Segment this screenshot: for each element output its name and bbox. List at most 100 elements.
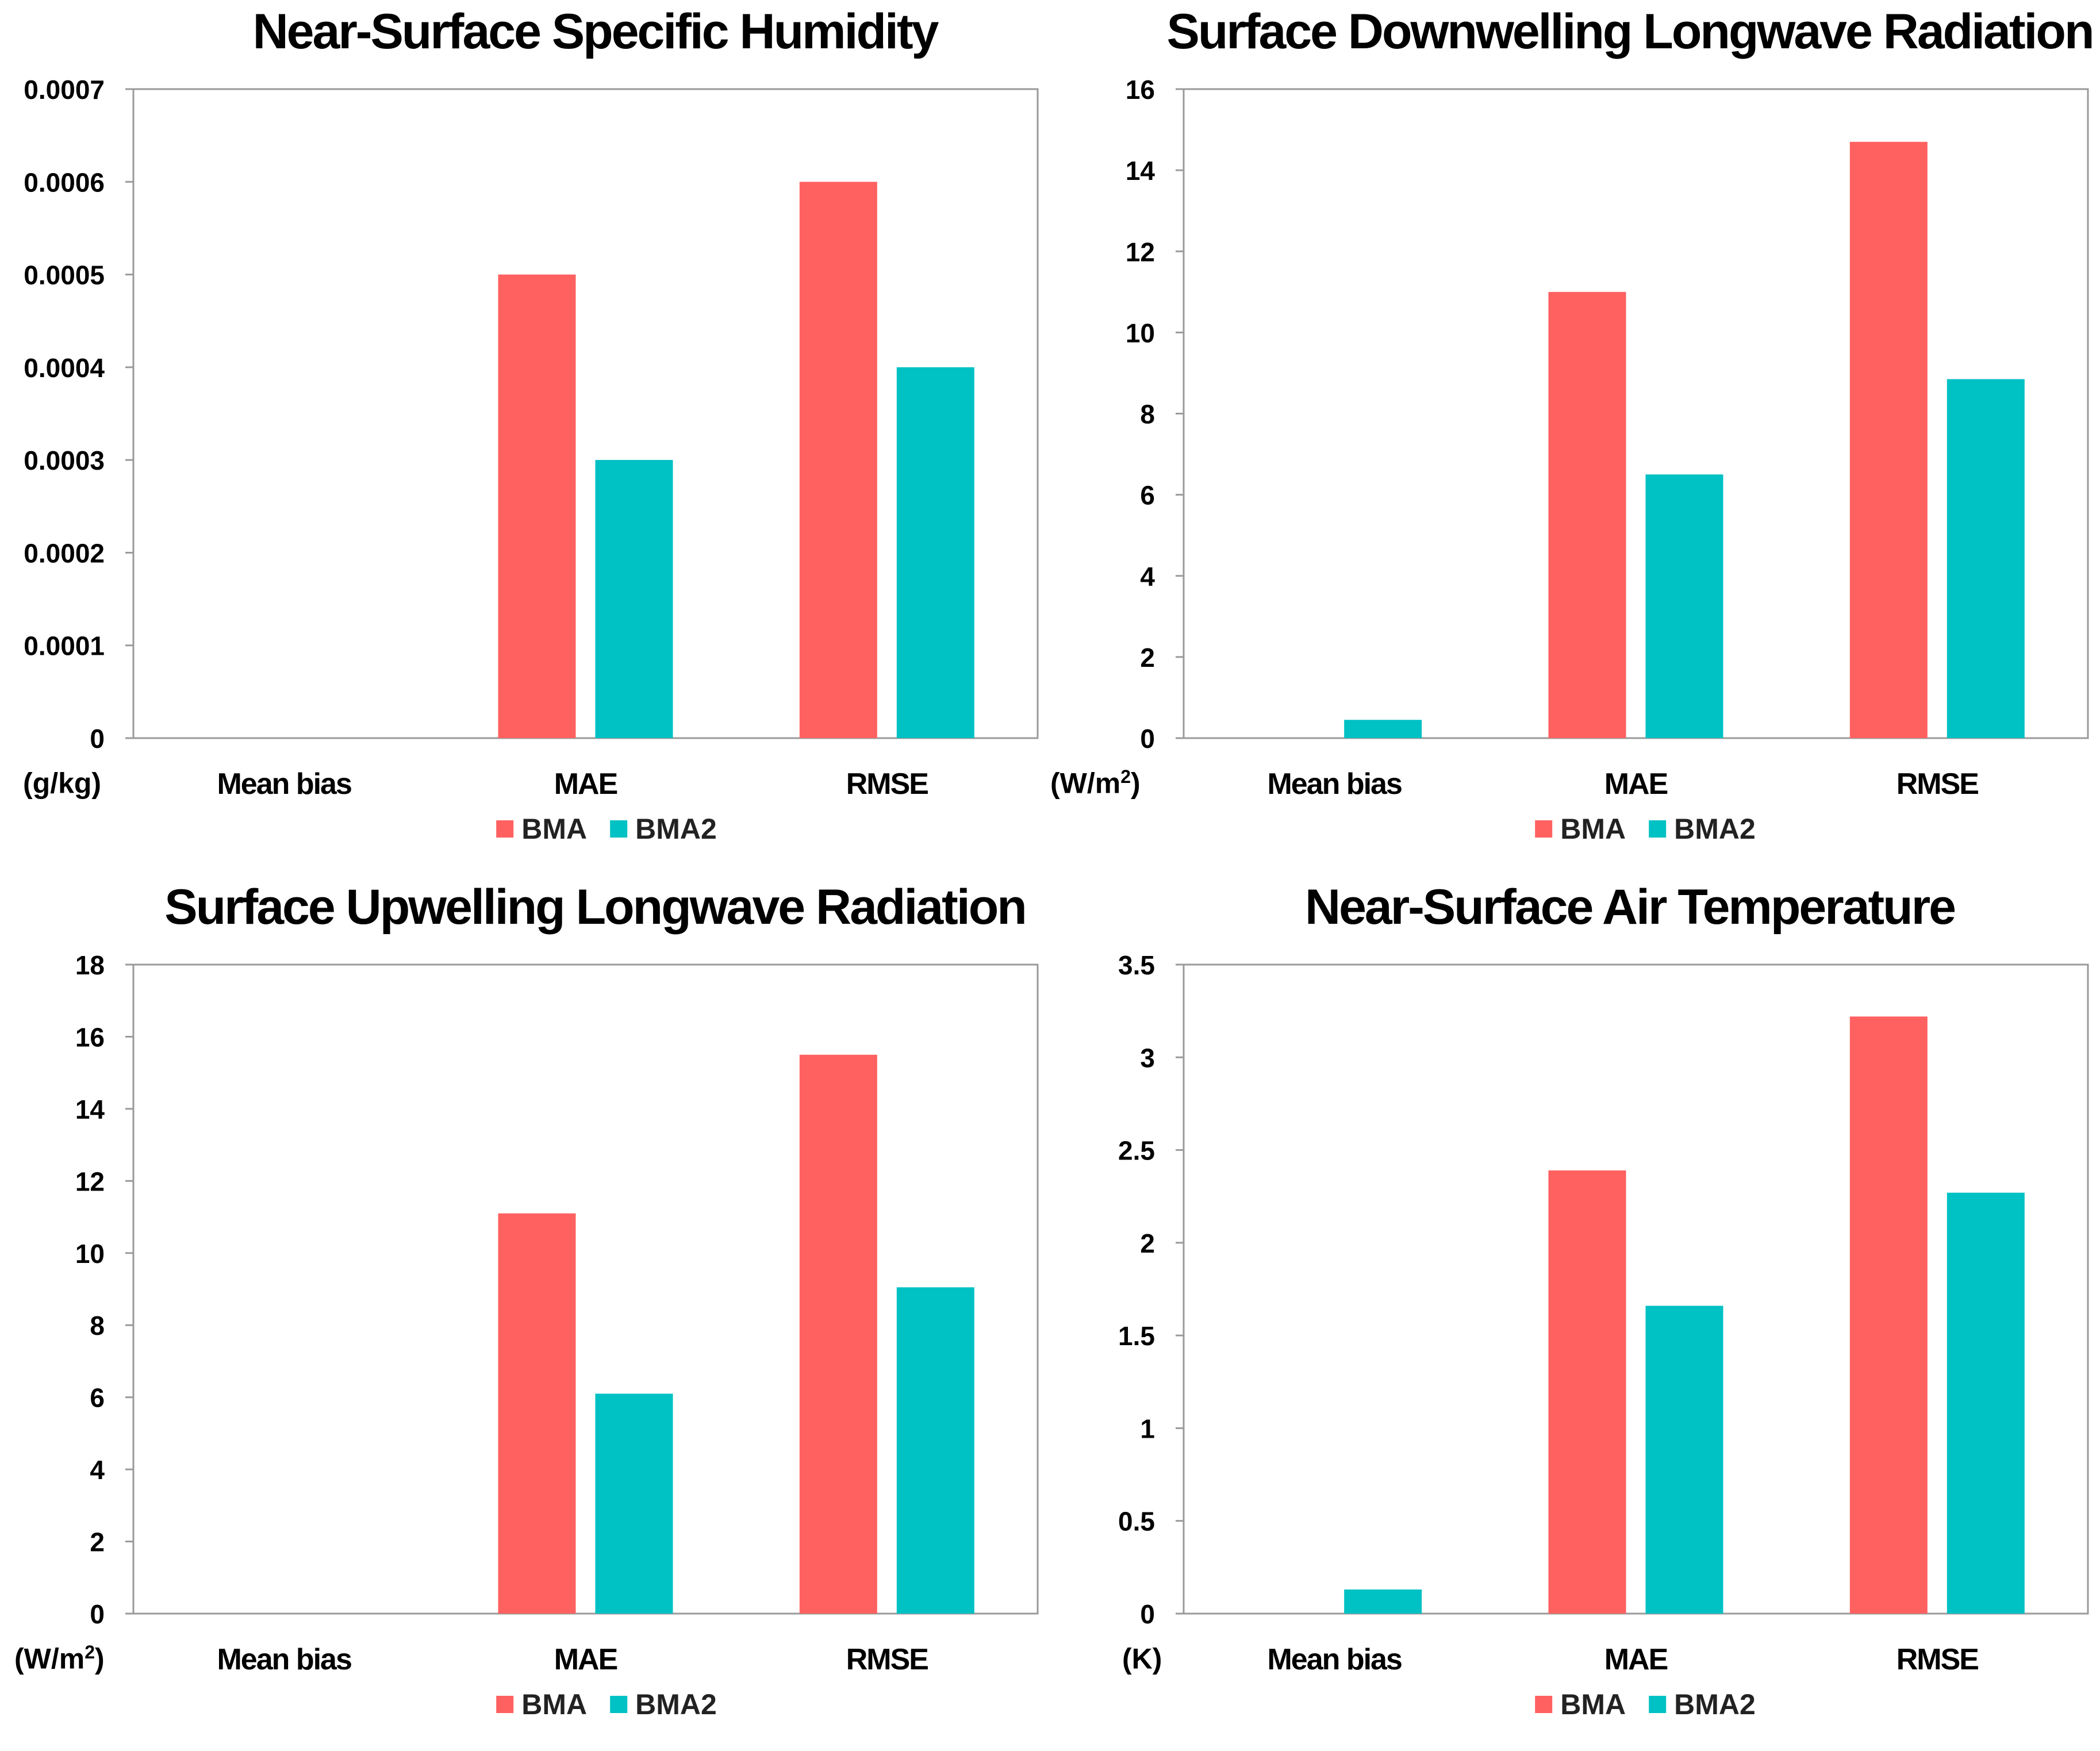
- legend: BMA BMA2: [496, 812, 717, 846]
- bar-bma2-mean-bias: [1344, 720, 1422, 738]
- legend-item-bma: BMA: [496, 812, 587, 846]
- y-tick-label: 16: [1126, 75, 1155, 105]
- y-tick-label: 0.0007: [24, 75, 105, 105]
- y-axis-unit-label: (W/m2): [14, 1642, 105, 1675]
- y-tick-label: 0.0005: [24, 260, 105, 290]
- bar-chart: 0 2 4 6 8 10 12 14 16 18 Mean bias MAE RMSE: [75, 950, 1039, 1676]
- legend-item-bma2: BMA2: [610, 1688, 717, 1721]
- y-tick-label: 0: [90, 1599, 105, 1629]
- legend-swatch-bma: [496, 820, 514, 838]
- bar-bma-rmse: [1849, 141, 1928, 739]
- y-tick-label: 18: [75, 950, 105, 980]
- x-category-label: RMSE: [1896, 767, 1979, 801]
- bar-chart: 0 2 4 6 8 10 12 14 16 Mean bias MAE RMSE: [1126, 75, 2089, 801]
- y-tick-label: 12: [75, 1166, 105, 1196]
- legend-item-bma: BMA: [1535, 812, 1626, 846]
- legend-swatch-bma: [496, 1696, 514, 1713]
- legend-item-bma: BMA: [1535, 1688, 1626, 1721]
- y-tick-label: 12: [1126, 237, 1155, 267]
- y-tick-label: 0.0003: [24, 446, 105, 475]
- bar-bma-mae: [1548, 1170, 1626, 1614]
- y-tick-label: 2: [90, 1527, 105, 1557]
- chart-panel-downwelling-longwave: Surface Downwelling Longwave Radiation 0…: [1050, 0, 2100, 875]
- y-tick-label: 0.0002: [24, 538, 105, 568]
- x-category-label: RMSE: [1896, 1643, 1979, 1676]
- bar-bma-rmse: [1849, 1016, 1928, 1614]
- x-category-label: Mean bias: [217, 1643, 351, 1676]
- y-tick-label: 16: [75, 1022, 105, 1052]
- x-category-label: Mean bias: [217, 767, 351, 801]
- chart-title: Surface Upwelling Longwave Radiation: [164, 880, 1027, 935]
- x-category-label: Mean bias: [1267, 767, 1401, 801]
- y-tick-label: 0.5: [1118, 1507, 1155, 1537]
- x-category-label: Mean bias: [1267, 1643, 1401, 1676]
- bar-bma2-mae: [1645, 1305, 1723, 1614]
- legend: BMA BMA2: [496, 1688, 717, 1721]
- y-tick-label: 10: [75, 1239, 105, 1269]
- chart-panel-air-temperature: Near-Surface Air Temperature 0 0.5 1 1.5 2 2.…: [1050, 875, 2100, 1751]
- chart-panel-specific-humidity: Near-Surface Specific Humidity 0 0.0001 0.…: [0, 0, 1050, 875]
- legend-swatch-bma: [1535, 1696, 1553, 1713]
- bar-bma2-mae: [1645, 474, 1723, 738]
- y-tick-label: 0.0006: [24, 167, 105, 197]
- y-tick-label: 10: [1126, 318, 1155, 348]
- y-tick-label: 0: [90, 724, 105, 754]
- y-tick-label: 0: [1140, 1599, 1155, 1629]
- chart-title: Near-Surface Specific Humidity: [252, 4, 939, 59]
- bar-bma-mae: [498, 274, 576, 739]
- y-tick-label: 0.0001: [24, 631, 105, 661]
- y-tick-label: 8: [90, 1311, 105, 1341]
- bar-chart: 0 0.5 1 1.5 2 2.5 3 3.5 Mean bias MAE RMSE: [1118, 950, 2089, 1676]
- y-tick-label: 2.5: [1118, 1136, 1155, 1166]
- y-tick-label: 6: [1140, 481, 1155, 510]
- legend-item-bma: BMA: [496, 1688, 587, 1721]
- y-tick-label: 0: [1140, 724, 1155, 754]
- plot-area-frame: [1183, 963, 2089, 1615]
- legend: BMA BMA2: [1535, 812, 1756, 846]
- y-tick-label: 14: [1126, 156, 1155, 186]
- legend-swatch-bma: [1535, 820, 1553, 838]
- bar-chart: 0 0.0001 0.0002 0.0003 0.0004 0.0005 0.0006 0.0…: [24, 75, 1039, 801]
- y-tick-label: 1: [1140, 1414, 1155, 1443]
- y-axis-unit-label: (W/m2): [1050, 766, 1141, 800]
- y-tick-label: 1.5: [1118, 1321, 1155, 1351]
- legend-swatch-bma2: [1649, 1696, 1667, 1713]
- legend: BMA BMA2: [1535, 1688, 1756, 1721]
- x-category-label: MAE: [554, 1643, 617, 1676]
- legend-swatch-bma2: [1649, 820, 1667, 838]
- bar-bma2-rmse: [1947, 1192, 2025, 1614]
- x-category-label: MAE: [554, 767, 617, 801]
- chart-panel-upwelling-longwave: Surface Upwelling Longwave Radiation 0 2 4…: [0, 875, 1050, 1751]
- legend-item-bma2: BMA2: [1649, 812, 1756, 846]
- bar-bma2-mae: [595, 460, 673, 738]
- chart-title: Surface Downwelling Longwave Radiation: [1166, 4, 2095, 59]
- y-tick-label: 0.0004: [24, 353, 105, 383]
- bar-bma-mae: [498, 1213, 576, 1614]
- y-tick-label: 4: [1140, 562, 1155, 592]
- y-axis-unit-label: (K): [1122, 1642, 1162, 1675]
- legend-swatch-bma2: [610, 820, 628, 838]
- chart-title: Near-Surface Air Temperature: [1305, 880, 1956, 935]
- y-axis-unit-label: (g/kg): [23, 767, 102, 800]
- bar-bma-mae: [1548, 291, 1626, 738]
- x-category-label: RMSE: [846, 767, 928, 801]
- y-tick-label: 4: [90, 1455, 105, 1485]
- y-tick-label: 3.5: [1118, 950, 1155, 980]
- y-tick-label: 2: [1140, 1228, 1155, 1258]
- bar-bma2-rmse: [896, 367, 974, 738]
- legend-item-bma2: BMA2: [1649, 1688, 1756, 1721]
- bar-bma2-mae: [595, 1393, 673, 1614]
- bar-bma-rmse: [799, 1054, 877, 1614]
- legend-swatch-bma2: [610, 1696, 628, 1713]
- y-tick-label: 6: [90, 1383, 105, 1413]
- y-tick-label: 14: [75, 1095, 105, 1124]
- legend-item-bma2: BMA2: [610, 812, 717, 846]
- x-category-label: MAE: [1604, 1643, 1668, 1676]
- plot-area-frame: [132, 963, 1039, 1615]
- x-category-label: RMSE: [846, 1643, 928, 1676]
- y-tick-label: 8: [1140, 400, 1155, 429]
- bar-bma-rmse: [799, 182, 877, 738]
- x-category-label: MAE: [1604, 767, 1668, 801]
- bar-bma2-rmse: [896, 1287, 974, 1614]
- bar-bma2-mean-bias: [1344, 1589, 1422, 1614]
